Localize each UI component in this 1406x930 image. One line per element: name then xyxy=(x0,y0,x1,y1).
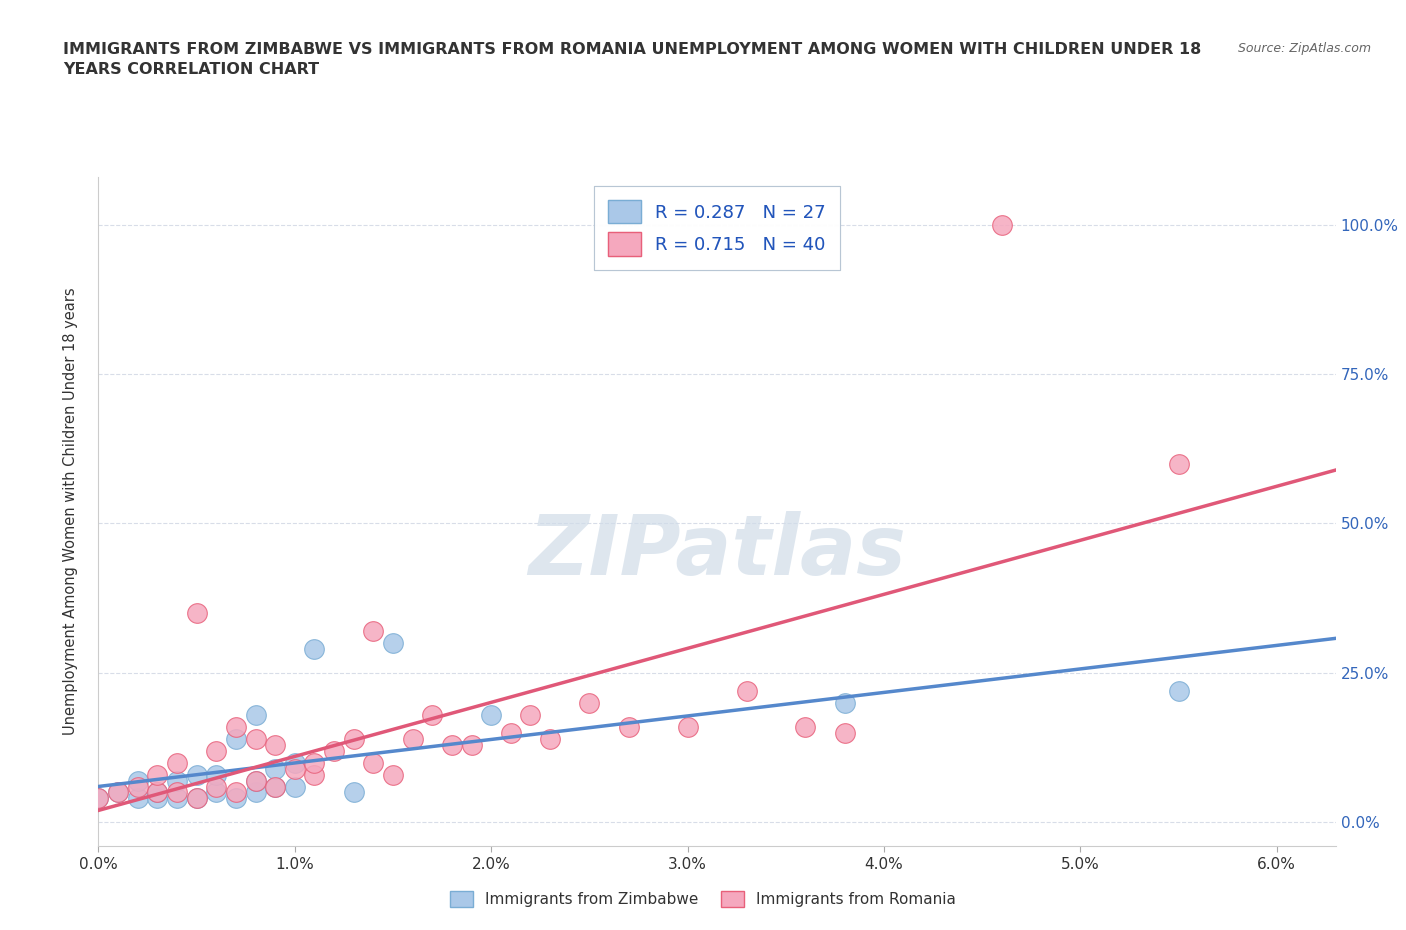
Point xyxy=(991,217,1014,232)
Point xyxy=(479,708,502,723)
Point xyxy=(382,767,405,782)
Point xyxy=(735,684,758,698)
Point xyxy=(401,731,423,746)
Text: ZIPatlas: ZIPatlas xyxy=(529,512,905,592)
Point xyxy=(343,731,366,746)
Point xyxy=(166,755,188,770)
Point xyxy=(127,773,149,788)
Point xyxy=(834,725,856,740)
Point xyxy=(420,708,443,723)
Point xyxy=(834,696,856,711)
Point xyxy=(205,767,228,782)
Point xyxy=(146,767,169,782)
Point xyxy=(519,708,541,723)
Point xyxy=(1167,684,1189,698)
Y-axis label: Unemployment Among Women with Children Under 18 years: Unemployment Among Women with Children U… xyxy=(63,287,77,736)
Point xyxy=(225,731,247,746)
Point xyxy=(363,755,385,770)
Point xyxy=(225,791,247,806)
Point xyxy=(146,791,169,806)
Point xyxy=(146,785,169,800)
Point xyxy=(382,635,405,650)
Point xyxy=(245,773,267,788)
Point xyxy=(343,785,366,800)
Point xyxy=(264,779,287,794)
Point xyxy=(304,767,326,782)
Point xyxy=(1167,457,1189,472)
Point xyxy=(186,791,208,806)
Point xyxy=(127,791,149,806)
Point xyxy=(264,737,287,752)
Point xyxy=(284,761,307,776)
Legend: R = 0.287   N = 27, R = 0.715   N = 40: R = 0.287 N = 27, R = 0.715 N = 40 xyxy=(593,186,841,270)
Point xyxy=(676,719,699,734)
Point xyxy=(166,785,188,800)
Point xyxy=(284,755,307,770)
Point xyxy=(794,719,817,734)
Point xyxy=(264,761,287,776)
Point xyxy=(107,785,129,800)
Point xyxy=(323,743,346,758)
Point xyxy=(186,791,208,806)
Point xyxy=(225,719,247,734)
Text: Source: ZipAtlas.com: Source: ZipAtlas.com xyxy=(1237,42,1371,55)
Point xyxy=(205,785,228,800)
Point xyxy=(107,785,129,800)
Point xyxy=(460,737,482,752)
Point xyxy=(363,624,385,639)
Point xyxy=(166,791,188,806)
Point xyxy=(186,605,208,620)
Point xyxy=(146,785,169,800)
Point xyxy=(166,773,188,788)
Legend: Immigrants from Zimbabwe, Immigrants from Romania: Immigrants from Zimbabwe, Immigrants fro… xyxy=(444,884,962,913)
Point xyxy=(538,731,561,746)
Point xyxy=(245,731,267,746)
Point xyxy=(284,779,307,794)
Point xyxy=(87,791,110,806)
Point xyxy=(205,779,228,794)
Point xyxy=(264,779,287,794)
Point xyxy=(245,773,267,788)
Point xyxy=(245,708,267,723)
Point xyxy=(245,785,267,800)
Point xyxy=(186,767,208,782)
Point xyxy=(304,642,326,657)
Point xyxy=(440,737,463,752)
Point xyxy=(617,719,640,734)
Point xyxy=(578,696,600,711)
Point xyxy=(205,743,228,758)
Point xyxy=(304,755,326,770)
Text: IMMIGRANTS FROM ZIMBABWE VS IMMIGRANTS FROM ROMANIA UNEMPLOYMENT AMONG WOMEN WIT: IMMIGRANTS FROM ZIMBABWE VS IMMIGRANTS F… xyxy=(63,42,1202,76)
Point xyxy=(499,725,522,740)
Point xyxy=(87,791,110,806)
Point xyxy=(225,785,247,800)
Point xyxy=(127,779,149,794)
